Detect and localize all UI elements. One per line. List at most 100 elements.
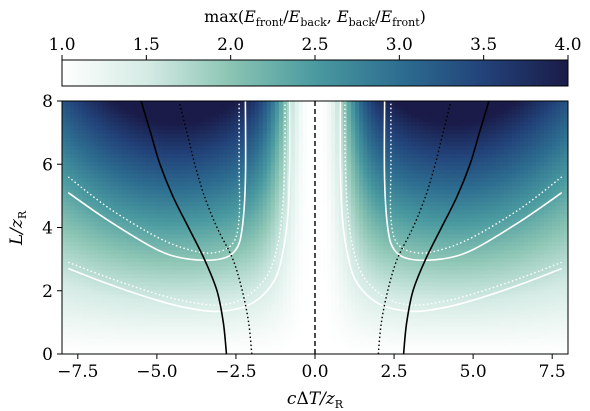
- heatmap-cell: [367, 234, 372, 239]
- heatmap-cell: [319, 306, 324, 311]
- heatmap-cell: [504, 209, 509, 214]
- heatmap-cell: [327, 294, 332, 299]
- heatmap-cell: [195, 314, 200, 319]
- heatmap-cell: [347, 302, 352, 307]
- heatmap-cell: [488, 201, 493, 206]
- heatmap-cell: [299, 209, 304, 214]
- heatmap-cell: [162, 274, 167, 279]
- heatmap-cell: [532, 274, 537, 279]
- heatmap-cell: [488, 342, 493, 347]
- heatmap-cell: [367, 274, 372, 279]
- heatmap-cell: [427, 234, 432, 239]
- heatmap-cell: [174, 230, 179, 235]
- heatmap-cell: [548, 306, 553, 311]
- heatmap-cell: [319, 238, 324, 243]
- heatmap-cell: [203, 217, 208, 222]
- heatmap-cell: [367, 306, 372, 311]
- heatmap-cell: [227, 302, 232, 307]
- heatmap-cell: [387, 258, 392, 263]
- heatmap-cell: [154, 338, 159, 343]
- heatmap-cell: [419, 213, 424, 218]
- heatmap-cell: [371, 217, 376, 222]
- heatmap-cell: [375, 322, 380, 327]
- heatmap-cell: [464, 274, 469, 279]
- heatmap-cell: [134, 230, 139, 235]
- heatmap-cell: [138, 286, 143, 291]
- heatmap-cell: [138, 221, 143, 226]
- heatmap-cell: [460, 334, 465, 339]
- heatmap-cell: [335, 270, 340, 275]
- heatmap-cell: [307, 314, 312, 319]
- heatmap-cell: [170, 318, 175, 323]
- heatmap-cell: [544, 262, 549, 267]
- heatmap-cell: [307, 270, 312, 275]
- heatmap-cell: [444, 338, 449, 343]
- heatmap-cell: [130, 298, 135, 303]
- heatmap-cell: [186, 346, 191, 351]
- heatmap-cell: [178, 242, 183, 247]
- heatmap-cell: [247, 274, 252, 279]
- heatmap-cell: [211, 221, 216, 226]
- heatmap-cell: [415, 334, 420, 339]
- heatmap-cell: [275, 225, 280, 230]
- heatmap-cell: [82, 282, 87, 287]
- heatmap-cell: [556, 205, 561, 210]
- heatmap-cell: [355, 306, 360, 311]
- heatmap-cell: [70, 290, 75, 295]
- heatmap-cell: [275, 254, 280, 259]
- heatmap-cell: [86, 290, 91, 295]
- heatmap-cell: [496, 246, 501, 251]
- heatmap-cell: [182, 310, 187, 315]
- heatmap-cell: [492, 250, 497, 255]
- colorbar-tick-label: 1.0: [48, 35, 75, 55]
- heatmap-cell: [343, 270, 348, 275]
- heatmap-cell: [427, 282, 432, 287]
- heatmap-cell: [138, 270, 143, 275]
- heatmap-cell: [66, 230, 71, 235]
- heatmap-cell: [211, 334, 216, 339]
- heatmap-cell: [395, 326, 400, 331]
- heatmap-cell: [464, 346, 469, 351]
- heatmap-cell: [126, 342, 131, 347]
- heatmap-cell: [331, 266, 336, 271]
- heatmap-cell: [186, 342, 191, 347]
- heatmap-cell: [307, 306, 312, 311]
- heatmap-cell: [178, 310, 183, 315]
- heatmap-cell: [86, 238, 91, 243]
- heatmap-cell: [464, 262, 469, 267]
- heatmap-cell: [552, 234, 557, 239]
- heatmap-cell: [347, 298, 352, 303]
- heatmap-cell: [484, 318, 489, 323]
- heatmap-cell: [496, 262, 501, 267]
- heatmap-cell: [211, 254, 216, 259]
- heatmap-cell: [439, 234, 444, 239]
- heatmap-cell: [271, 342, 276, 347]
- heatmap-cell: [439, 326, 444, 331]
- heatmap-cell: [419, 322, 424, 327]
- heatmap-cell: [520, 234, 525, 239]
- heatmap-cell: [295, 242, 300, 247]
- heatmap-cell: [327, 314, 332, 319]
- heatmap-cell: [307, 201, 312, 206]
- heatmap-cell: [343, 294, 348, 299]
- heatmap-cell: [371, 225, 376, 230]
- heatmap-cell: [295, 286, 300, 291]
- heatmap-cell: [536, 238, 541, 243]
- heatmap-cell: [560, 306, 565, 311]
- heatmap-cell: [391, 346, 396, 351]
- heatmap-cell: [351, 234, 356, 239]
- heatmap-cell: [411, 334, 416, 339]
- heatmap-cell: [508, 221, 513, 226]
- heatmap-cell: [444, 205, 449, 210]
- heatmap-cell: [82, 213, 87, 218]
- heatmap-cell: [259, 266, 264, 271]
- heatmap-cell: [275, 318, 280, 323]
- heatmap-cell: [110, 266, 115, 271]
- heatmap-cell: [287, 258, 292, 263]
- heatmap-cell: [351, 221, 356, 226]
- heatmap-cell: [70, 221, 75, 226]
- heatmap-cell: [532, 221, 537, 226]
- heatmap-cell: [335, 282, 340, 287]
- heatmap-cell: [387, 302, 392, 307]
- heatmap-cell: [227, 342, 232, 347]
